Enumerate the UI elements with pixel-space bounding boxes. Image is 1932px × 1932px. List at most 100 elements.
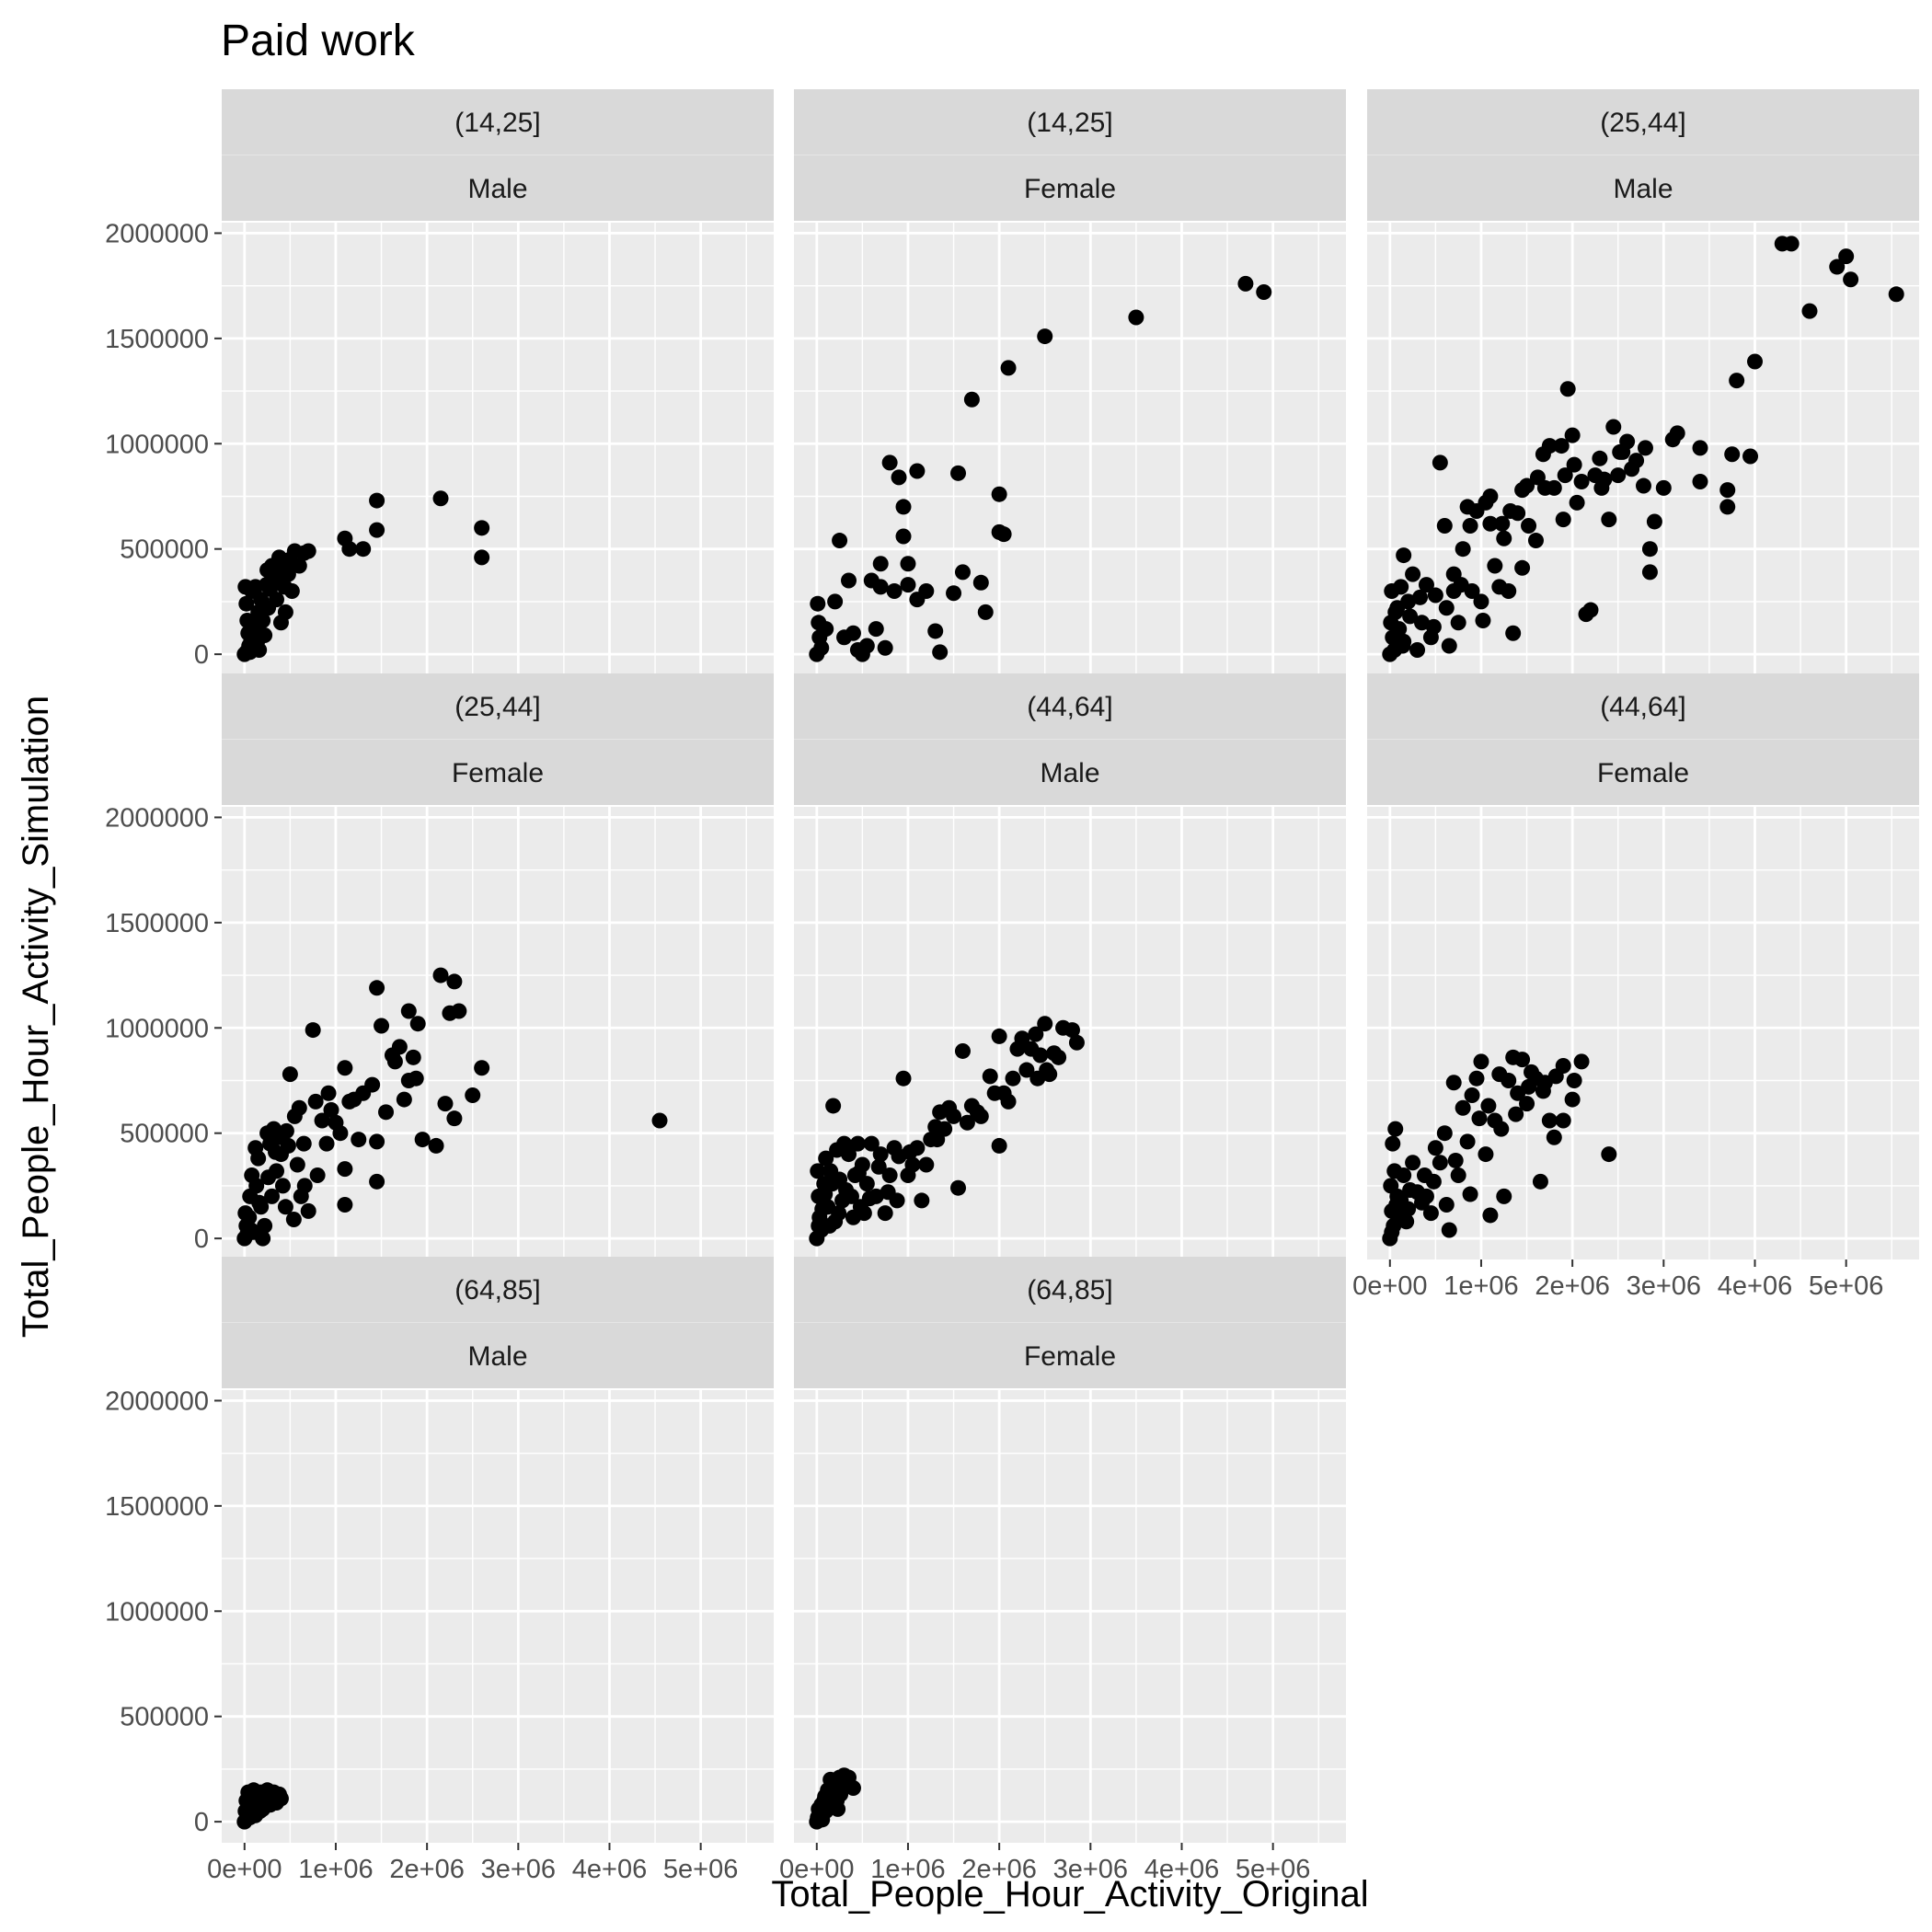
facet-strip-age-label: (44,64] xyxy=(1600,692,1685,722)
data-point xyxy=(827,593,844,610)
data-point xyxy=(1384,1224,1400,1240)
data-point xyxy=(1051,1049,1067,1065)
data-point xyxy=(929,1132,946,1148)
data-point xyxy=(305,1022,321,1039)
facet-strip-age-label: (25,44] xyxy=(1600,108,1685,138)
x-tick-label: 0e+00 xyxy=(1352,1271,1427,1301)
data-point xyxy=(1635,477,1651,494)
data-point xyxy=(283,582,300,599)
data-point xyxy=(982,1068,998,1085)
data-point xyxy=(1387,604,1404,620)
data-point xyxy=(251,1194,268,1211)
data-point xyxy=(405,1049,421,1065)
data-point xyxy=(1471,1110,1488,1127)
x-tick-label: 1e+06 xyxy=(1443,1271,1518,1301)
data-point xyxy=(1394,1202,1410,1219)
data-point xyxy=(868,621,884,638)
data-point xyxy=(932,644,949,661)
data-point xyxy=(877,1205,893,1222)
data-point xyxy=(954,1042,971,1059)
data-point xyxy=(1541,1112,1558,1129)
data-point xyxy=(369,522,385,538)
data-point xyxy=(1482,488,1499,504)
data-point xyxy=(1037,1016,1053,1032)
data-point xyxy=(1000,360,1017,376)
data-point xyxy=(1384,582,1400,599)
data-point xyxy=(1592,450,1608,466)
data-point xyxy=(904,1156,921,1173)
data-point xyxy=(986,1085,1003,1101)
facet-panel: (14,25] Male 0 500000 1000000 1500000 2000000 xyxy=(105,89,774,675)
data-point xyxy=(309,1167,326,1183)
y-tick-label: 1000000 xyxy=(105,430,209,459)
data-point xyxy=(241,1209,258,1225)
data-point xyxy=(1637,440,1653,456)
data-point xyxy=(1719,499,1736,515)
data-point xyxy=(995,526,1012,543)
y-tick-label: 1000000 xyxy=(105,1597,209,1627)
data-point xyxy=(1418,1188,1434,1204)
data-point xyxy=(1453,577,1469,593)
data-point xyxy=(1462,1186,1478,1202)
panel-background xyxy=(222,223,774,675)
data-point xyxy=(810,1163,826,1179)
facet-strip-age-label: (64,85] xyxy=(1027,1275,1112,1305)
data-point xyxy=(1641,564,1658,581)
data-point xyxy=(1396,547,1412,564)
data-point xyxy=(1128,309,1144,326)
data-point xyxy=(295,1135,312,1152)
data-point xyxy=(811,1217,827,1234)
data-point xyxy=(812,1803,829,1820)
data-point xyxy=(300,543,316,559)
data-point xyxy=(260,1169,277,1186)
x-tick-label: 1e+06 xyxy=(870,1855,945,1884)
y-tick-label: 500000 xyxy=(120,535,209,565)
data-point xyxy=(269,566,285,582)
data-point xyxy=(400,1003,417,1019)
data-point xyxy=(280,1137,296,1154)
data-point xyxy=(1610,467,1627,484)
data-point xyxy=(1593,479,1610,496)
data-point xyxy=(1535,1083,1551,1099)
data-point xyxy=(941,1099,958,1116)
data-point xyxy=(291,558,307,574)
facet-panel: (14,25] Female xyxy=(794,89,1346,675)
data-point xyxy=(1573,473,1590,489)
data-point xyxy=(972,574,989,591)
data-point xyxy=(1385,1135,1401,1152)
data-point xyxy=(1547,1068,1564,1085)
data-point xyxy=(1783,236,1800,252)
data-point xyxy=(1450,615,1466,631)
data-point xyxy=(1669,425,1685,442)
data-point xyxy=(1387,1121,1404,1137)
data-point xyxy=(1655,479,1672,496)
x-tick-label: 5e+06 xyxy=(1236,1855,1310,1884)
data-point xyxy=(909,463,926,479)
data-point xyxy=(1432,454,1448,471)
facet-strip-sex-label: Female xyxy=(1024,174,1116,204)
data-point xyxy=(830,1800,846,1817)
facet-strip-age-label: (14,25] xyxy=(1027,108,1112,138)
data-point xyxy=(1455,541,1471,558)
data-point xyxy=(1532,1173,1548,1190)
data-point xyxy=(341,541,358,558)
data-point xyxy=(969,1104,985,1121)
data-point xyxy=(1601,1146,1617,1163)
data-point xyxy=(1400,593,1417,610)
data-point xyxy=(872,556,889,572)
data-point xyxy=(1646,513,1662,530)
data-point xyxy=(1441,1222,1457,1238)
data-point xyxy=(1391,621,1408,638)
facet-panel: (25,44] Female 0 500000 1000000 1500000 200000… xyxy=(105,673,774,1259)
data-point xyxy=(1409,642,1426,659)
data-point xyxy=(900,556,916,572)
data-point xyxy=(861,1190,878,1207)
data-point xyxy=(1487,558,1503,574)
data-point xyxy=(1496,1188,1512,1204)
plot-title: Paid work xyxy=(221,17,416,65)
data-point xyxy=(824,1176,841,1192)
data-point xyxy=(1838,248,1855,265)
data-point xyxy=(1559,381,1576,397)
data-point xyxy=(285,1212,302,1228)
data-point xyxy=(1601,512,1617,528)
